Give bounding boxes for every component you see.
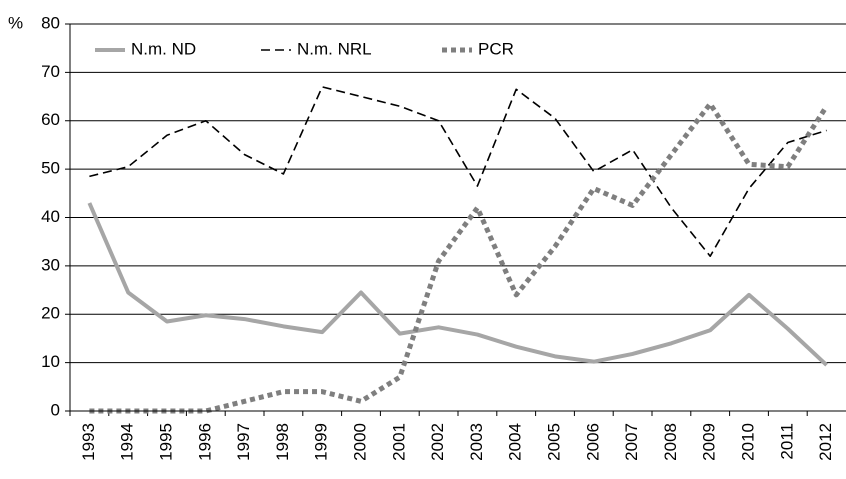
series-line bbox=[89, 101, 829, 414]
x-tick-label: 1999 bbox=[312, 423, 331, 461]
x-tick-label: 2002 bbox=[428, 423, 447, 461]
x-tick-label: 2007 bbox=[622, 423, 641, 461]
y-axis-label: % bbox=[8, 13, 23, 32]
x-tick-label: 1993 bbox=[79, 423, 98, 461]
x-tick-label: 2000 bbox=[350, 423, 369, 461]
series-line bbox=[87, 202, 828, 367]
x-tick-label: 2008 bbox=[661, 423, 680, 461]
y-tick-label: 50 bbox=[41, 159, 60, 178]
x-tick-label: 2009 bbox=[700, 423, 719, 461]
x-tick-label: 2001 bbox=[389, 423, 408, 461]
y-tick-label: 80 bbox=[41, 13, 60, 32]
x-tick-label: 1996 bbox=[195, 423, 214, 461]
x-tick-label: 2004 bbox=[506, 423, 525, 461]
legend-label: N.m. ND bbox=[131, 39, 196, 58]
legend-label: PCR bbox=[478, 39, 514, 58]
series-line bbox=[89, 86, 827, 257]
y-tick-label: 60 bbox=[41, 110, 60, 129]
x-tick-label: 2005 bbox=[544, 423, 563, 461]
x-tick-label: 2006 bbox=[583, 423, 602, 461]
x-tick-label: 1997 bbox=[234, 423, 253, 461]
y-tick-label: 70 bbox=[41, 62, 60, 81]
y-tick-label: 10 bbox=[41, 352, 60, 371]
y-tick-label: 30 bbox=[41, 255, 60, 274]
x-tick-label: 1995 bbox=[156, 423, 175, 461]
y-tick-label: 40 bbox=[41, 207, 60, 226]
x-tick-label: 2010 bbox=[738, 423, 757, 461]
legend-label: N.m. NRL bbox=[297, 39, 372, 58]
x-tick-label: 2012 bbox=[816, 423, 835, 461]
x-tick-label: 1994 bbox=[118, 423, 137, 461]
y-tick-label: 20 bbox=[41, 304, 60, 323]
x-tick-label: 2011 bbox=[777, 423, 796, 460]
x-tick-label: 1998 bbox=[273, 423, 292, 461]
y-tick-label: 0 bbox=[51, 400, 60, 419]
x-tick-label: 2003 bbox=[467, 423, 486, 461]
